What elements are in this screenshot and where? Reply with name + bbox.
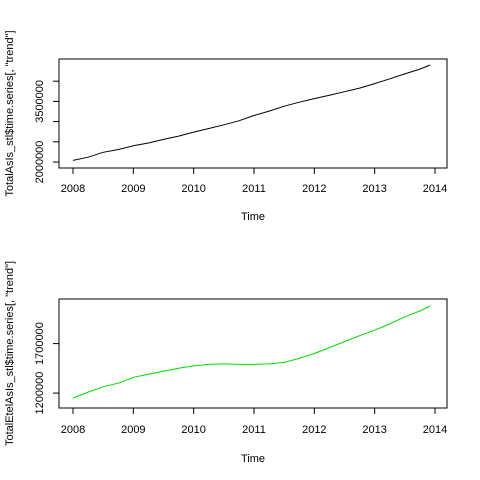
top-plot-frame	[58, 58, 448, 169]
bottom-y-axis: 1200000 1700000	[34, 322, 59, 415]
x-tick-label: 2011	[242, 183, 266, 195]
bottom-plot-frame	[58, 298, 448, 409]
top-chart: 2008 2009 2010 2011 2012 2013 2014 2000000 3500…	[4, 30, 448, 223]
x-tick-label: 2009	[121, 183, 145, 195]
x-tick-label: 2011	[242, 424, 266, 436]
x-tick-label: 2009	[121, 424, 145, 436]
bottom-x-axis-title: Time	[241, 453, 265, 465]
bottom-x-axis: 2008 2009 2010 2011 2012 2013 2014	[61, 408, 447, 436]
bottom-series-line	[72, 305, 431, 399]
x-tick-label: 2014	[423, 183, 447, 195]
top-x-axis: 2008 2009 2010 2011 2012 2013 2014	[61, 168, 447, 195]
top-y-axis: 2000000 3500000	[34, 80, 59, 183]
x-tick-label: 2010	[181, 183, 205, 195]
y-tick-label: 1200000	[34, 372, 46, 415]
top-x-axis-title: Time	[241, 211, 265, 223]
y-tick-label: 3500000	[34, 80, 46, 123]
x-tick-label: 2013	[362, 183, 386, 195]
top-y-axis-title: TotalAsIs_stl$time.series[, "trend"]	[4, 30, 16, 196]
y-tick-label: 2000000	[34, 141, 46, 184]
y-tick-label: 1700000	[34, 322, 46, 365]
x-tick-label: 2013	[362, 424, 386, 436]
x-tick-label: 2010	[181, 424, 205, 436]
bottom-chart: 2008 2009 2010 2011 2012 2013 2014 1200000 1700…	[4, 261, 448, 465]
top-series-line	[72, 64, 431, 161]
x-tick-label: 2008	[61, 424, 85, 436]
x-tick-label: 2012	[302, 424, 326, 436]
bottom-y-axis-title: TotalEtelAsIs_stl$time.series[, "trend"]	[4, 261, 16, 446]
x-tick-label: 2012	[302, 183, 326, 195]
x-tick-label: 2008	[61, 183, 85, 195]
x-tick-label: 2014	[423, 424, 447, 436]
